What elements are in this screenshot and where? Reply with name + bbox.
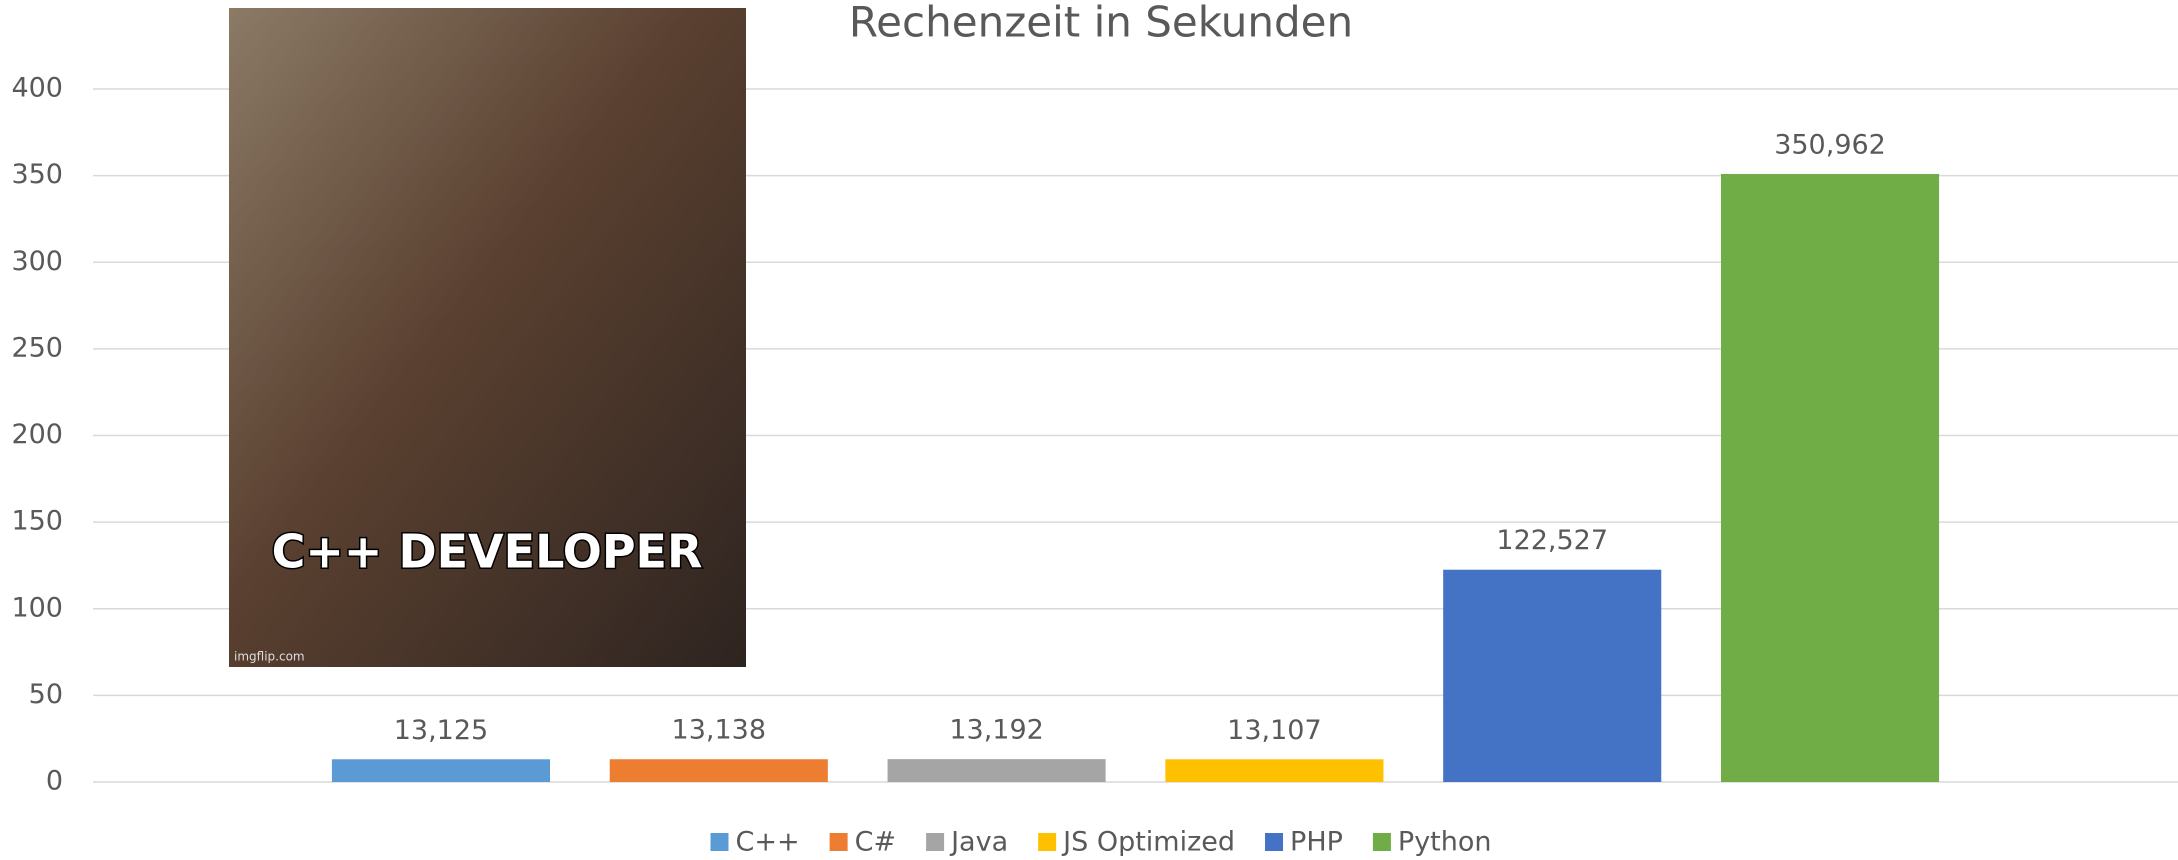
legend-label: Python [1398, 827, 1492, 858]
meme-image [229, 8, 746, 667]
legend-label: PHP [1290, 827, 1343, 858]
data-label: 13,107 [1227, 715, 1321, 746]
meme-watermark: imgflip.com [234, 650, 305, 664]
data-label: 13,125 [394, 715, 488, 746]
legend-swatch [1265, 833, 1284, 851]
y-tick-label: 200 [11, 419, 63, 450]
bar [609, 759, 828, 782]
y-tick-label: 50 [29, 679, 63, 710]
legend-swatch [829, 833, 848, 851]
y-tick-label: 300 [11, 246, 63, 277]
chart-title: Rechenzeit in Sekunden [849, 0, 1353, 47]
legend-label: C++ [736, 827, 800, 858]
bar [1165, 759, 1384, 782]
y-tick-label: 400 [11, 73, 63, 104]
legend-label: C# [855, 827, 896, 858]
data-label: 122,527 [1496, 525, 1608, 556]
data-label: 13,192 [949, 715, 1043, 746]
legend: C++ C# Java JS Optimized PHP Python [710, 827, 1492, 858]
bar [1720, 173, 1940, 783]
bar [331, 759, 551, 782]
legend-label: JS Optimized [1061, 827, 1235, 858]
legend-swatch [1372, 833, 1391, 851]
y-tick-label: 100 [11, 592, 63, 623]
data-label: 13,138 [672, 715, 766, 746]
legend-swatch [710, 833, 729, 851]
bar [1443, 569, 1662, 782]
y-tick-label: 150 [11, 506, 63, 537]
y-tick-label: 250 [11, 332, 63, 363]
data-label: 350,962 [1774, 129, 1886, 160]
meme-caption: C++ DEVELOPER [272, 525, 703, 579]
bar [887, 759, 1106, 782]
y-tick-label: 350 [11, 159, 63, 190]
legend-label: Java [949, 827, 1008, 858]
legend-swatch [926, 833, 945, 851]
y-tick-label: 0 [46, 766, 63, 797]
legend-swatch [1038, 833, 1057, 851]
